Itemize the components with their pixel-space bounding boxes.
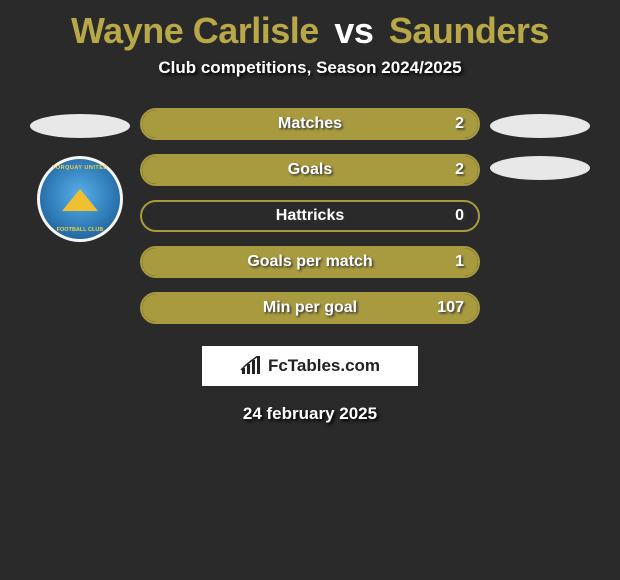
stat-bar: Goals per match 1 (140, 246, 480, 278)
player2-club-placeholder (490, 156, 590, 180)
stat-value: 1 (455, 253, 464, 271)
stat-bar: Hattricks 0 (140, 200, 480, 232)
left-column: TORQUAY UNITED FOOTBALL CLUB (30, 108, 130, 242)
club-badge-torquay: TORQUAY UNITED FOOTBALL CLUB (37, 156, 123, 242)
stat-label: Goals (288, 161, 332, 179)
bar-chart-icon (240, 356, 262, 376)
stat-value: 107 (437, 299, 464, 317)
player1-name: Wayne Carlisle (71, 10, 319, 51)
date-text: 24 february 2025 (0, 404, 620, 424)
stat-bars: Matches 2 Goals 2 Hattricks 0 Goals per match 1… (140, 108, 480, 324)
page-title: Wayne Carlisle vs Saunders (0, 0, 620, 58)
comparison-card: Wayne Carlisle vs Saunders Club competit… (0, 0, 620, 424)
stat-value: 0 (455, 207, 464, 225)
badge-text-bottom: FOOTBALL CLUB (57, 227, 104, 233)
vs-text: vs (334, 10, 373, 51)
stat-label: Min per goal (263, 299, 357, 317)
stat-bar: Goals 2 (140, 154, 480, 186)
subtitle: Club competitions, Season 2024/2025 (0, 58, 620, 78)
player2-name: Saunders (389, 10, 549, 51)
stat-label: Matches (278, 115, 342, 133)
stat-bar: Min per goal 107 (140, 292, 480, 324)
stat-value: 2 (455, 161, 464, 179)
stat-label: Hattricks (276, 207, 344, 225)
badge-text-top: TORQUAY UNITED (52, 165, 108, 171)
stat-bar: Matches 2 (140, 108, 480, 140)
brand-text: FcTables.com (268, 356, 380, 376)
player1-photo-placeholder (30, 114, 130, 138)
content-row: TORQUAY UNITED FOOTBALL CLUB Matches2Goa… (0, 108, 620, 324)
brand-box: FcTables.com (202, 346, 418, 386)
stat-label: Goals per match (247, 253, 372, 271)
stat-value: 2 (455, 115, 464, 133)
badge-triangle-icon (62, 189, 98, 211)
player2-photo-placeholder (490, 114, 590, 138)
right-column (490, 108, 590, 180)
